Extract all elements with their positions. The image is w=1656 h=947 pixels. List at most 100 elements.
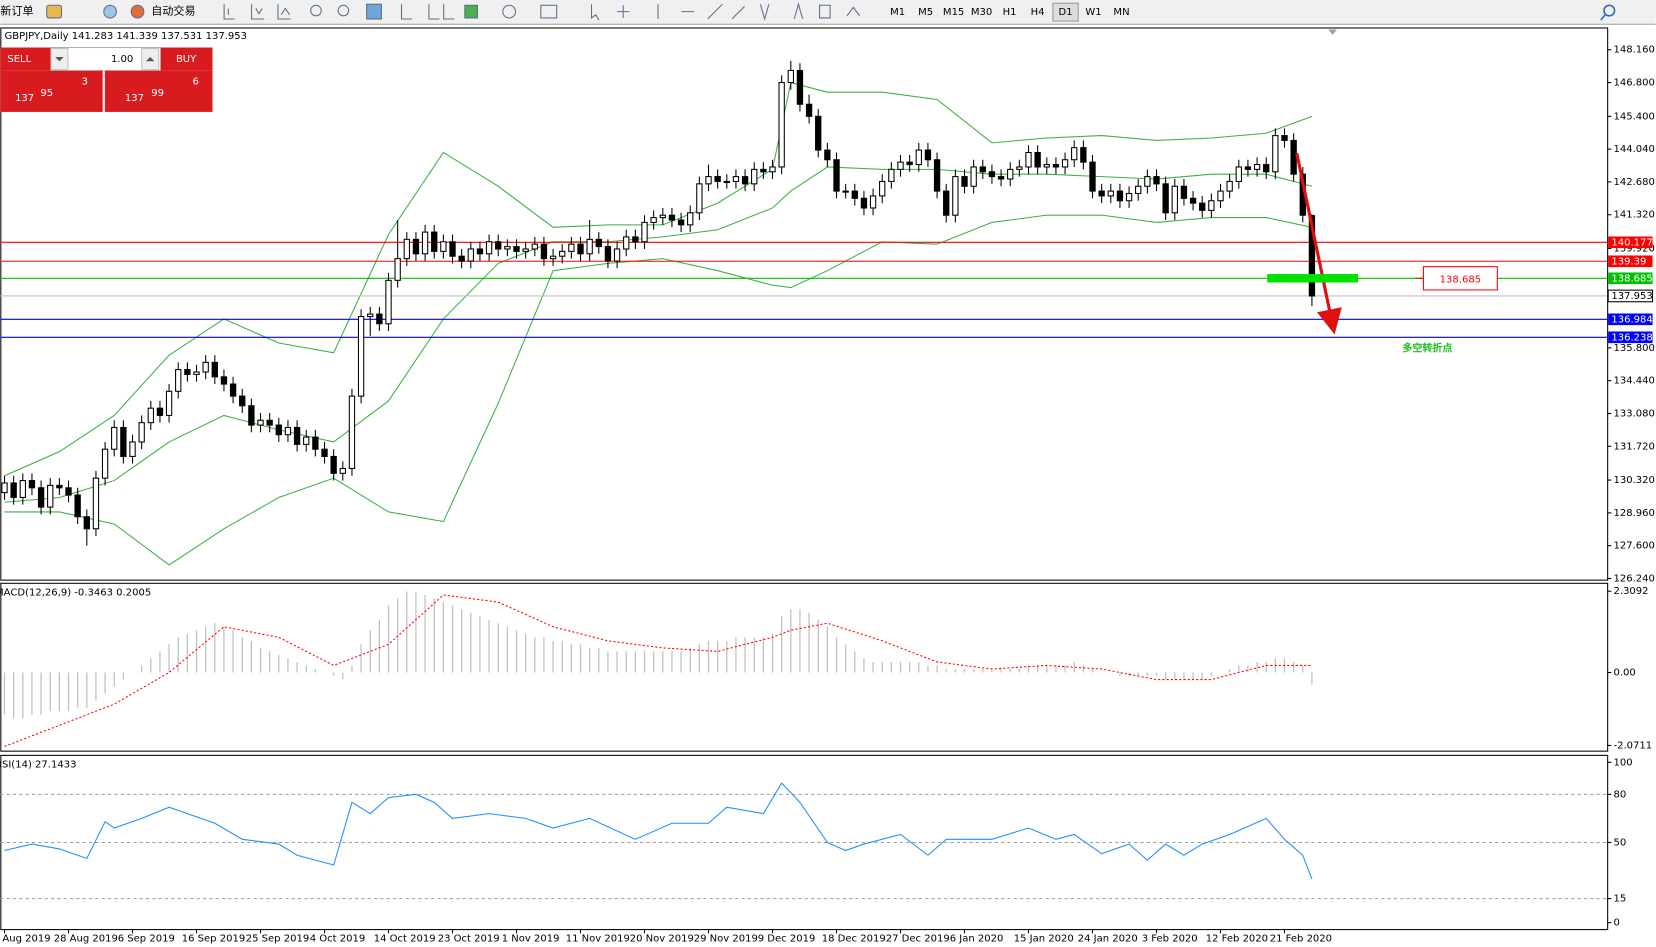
icon[interactable] [590,2,861,21]
timeframe-active[interactable] [1052,2,1079,22]
sell-label[interactable]: SELL [7,54,31,65]
x-tick-label: 18 Dec 2019 [822,934,886,945]
candle-body [732,176,740,182]
icon[interactable] [103,4,117,19]
candle-body [906,161,913,166]
x-tick-label: 16 Sep 2019 [182,934,245,945]
high-value: 141.339 [116,31,157,42]
timeframe-button[interactable]: H1 [1003,7,1017,18]
candle-body [357,315,365,397]
candle-body [833,159,840,192]
icon[interactable] [464,4,479,19]
candle-body [696,183,703,214]
level-tag-label: 136.238 [1611,332,1652,343]
candle-body [677,219,685,226]
x-tick-label: 11 Nov 2019 [566,934,630,945]
timeframe-button[interactable]: M15 [943,7,964,18]
macd-value: -0.3463 [74,587,113,598]
candle-body [485,241,493,255]
icon[interactable] [310,4,322,17]
candle-body [367,313,374,318]
level-tag-label: 138.685 [1611,273,1652,284]
candle-body [805,103,813,117]
icon[interactable] [400,4,455,20]
icon[interactable] [540,4,558,19]
x-tick-label: 14 Oct 2019 [374,934,436,945]
candle-body [184,369,191,375]
y-tick-label: -2.0711 [1613,740,1652,751]
main-plot [0,60,1608,566]
candle-body [824,149,831,161]
y-tick-label: 148.160 [1613,45,1654,56]
candle-body [632,236,639,243]
rsi-line [4,782,1313,880]
open-value: 141.283 [72,31,113,42]
candle-body [421,231,429,255]
sell-button[interactable] [0,47,51,71]
candle-body [952,176,959,216]
candle-body [504,246,511,250]
icon[interactable] [223,4,291,20]
icon[interactable] [366,3,382,20]
icon[interactable] [130,4,145,19]
candle-body [705,176,712,185]
candle-body [476,248,484,255]
candle-body [796,69,804,105]
bollinger-lower [4,214,1313,566]
x-tick-label: 3 Feb 2020 [1142,934,1198,945]
timeframe-button[interactable]: M30 [971,7,992,18]
x-tick-label: 12 Feb 2020 [1206,934,1268,945]
candle-body [1263,164,1270,173]
new-order-button[interactable]: 新订单 [0,4,33,18]
buy-label[interactable]: BUY [176,54,197,65]
candle-body [239,395,246,407]
buy-price-box[interactable] [104,70,213,112]
candle-body [641,221,648,243]
sell-price-box[interactable] [0,70,103,112]
bid-tag-label: 137.953 [1611,291,1652,302]
timeframe-button[interactable]: D1 [1058,7,1072,18]
search-icon[interactable] [1603,4,1616,17]
timeframe-button[interactable]: M1 [890,7,905,18]
candle-body [687,212,694,226]
candle-body [1107,190,1114,197]
chart-header: GBPJPY,Daily 141.283 141.339 137.531 137… [5,31,248,42]
candle-body [568,243,575,252]
buy-button[interactable] [160,47,213,71]
candle-body [467,248,474,262]
candle-body [10,482,17,498]
candle-body [165,390,173,416]
lot-value[interactable]: 1.00 [111,54,133,65]
candle-body [293,426,301,445]
timeframe-button[interactable]: M5 [918,7,933,18]
candle-body [1217,190,1224,202]
candle-body [1144,176,1151,187]
timeframe-button[interactable]: W1 [1085,7,1101,18]
y-tick-label: 145.400 [1613,111,1654,122]
level-tag [1608,313,1653,326]
icon[interactable] [337,4,350,17]
sell-pips: 95 [40,88,53,99]
timeframe-button[interactable]: MN [1113,7,1129,18]
icon[interactable] [502,4,517,19]
candle-body [431,231,438,252]
candle-body [1043,164,1050,168]
candle-body [586,238,593,255]
search-icon[interactable] [1600,14,1606,21]
icon[interactable] [46,4,63,19]
y-tick-label: 80 [1613,789,1626,800]
candle-body [412,238,420,255]
candle-body [888,168,895,182]
rsi-value: 27.1433 [35,759,76,770]
candle-body [458,255,465,262]
candle-body [1080,147,1087,163]
auto-trading-button[interactable]: 自动交易 [151,4,195,18]
candle-body [1125,192,1133,202]
candle-body [111,426,118,450]
candle-body [1171,185,1178,214]
lot-up-icon [145,57,155,62]
annotation: 多空转折点 [1402,341,1452,354]
timeframe-button[interactable]: H4 [1031,7,1045,18]
candle-body [879,180,886,197]
candle-body [723,180,730,184]
